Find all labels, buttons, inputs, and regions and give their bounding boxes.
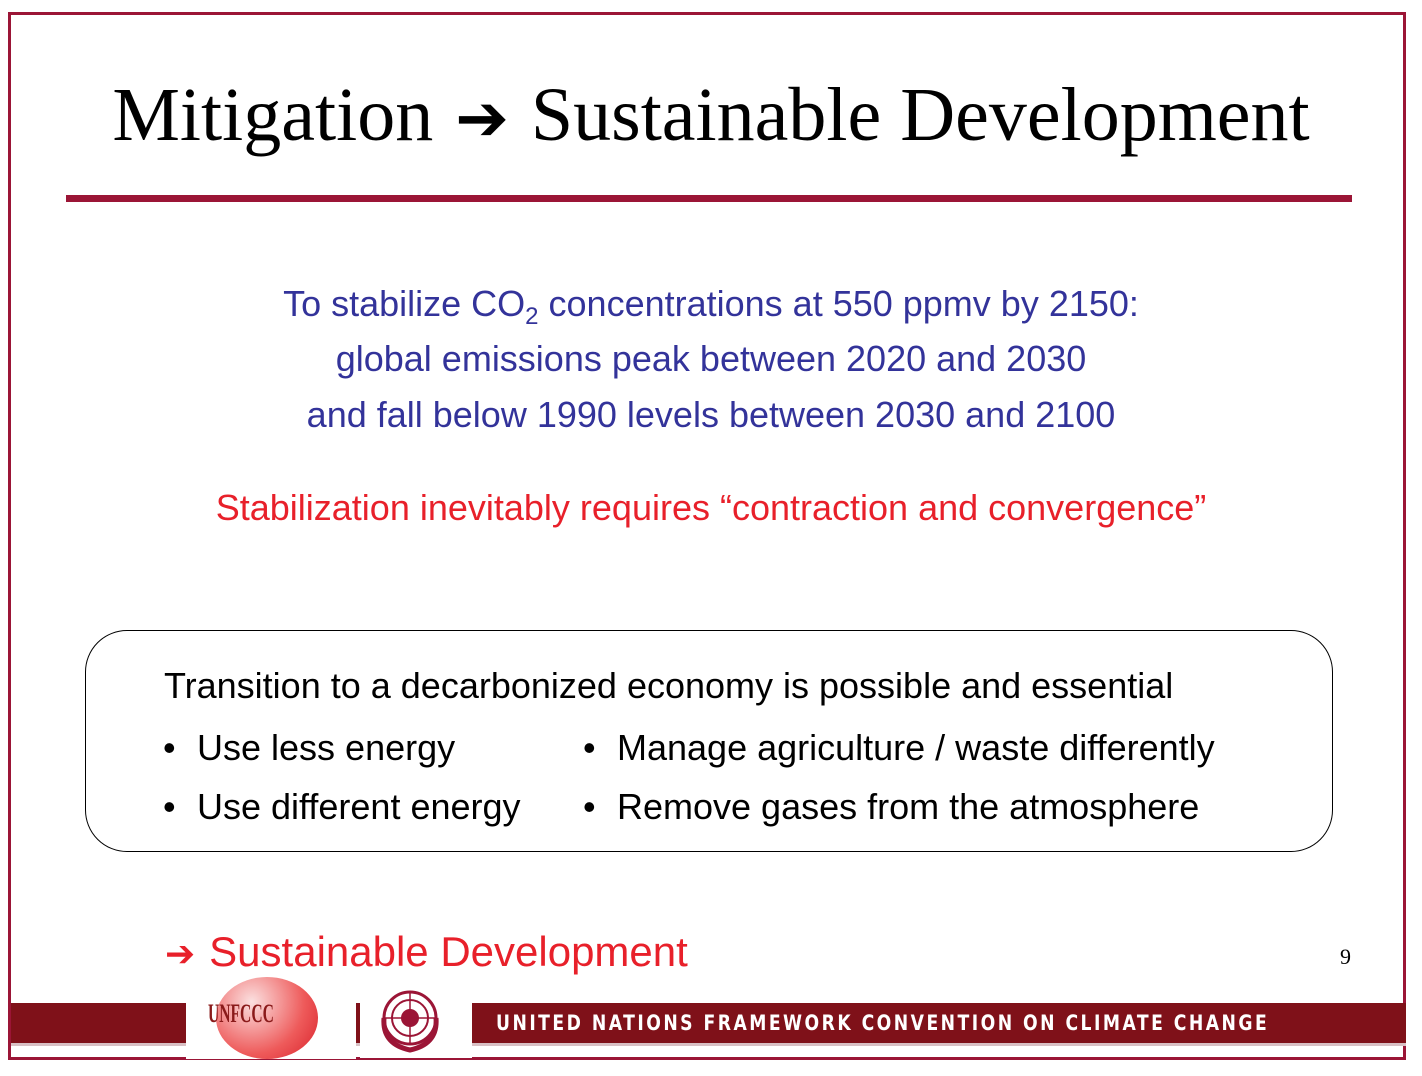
intro-text: concentrations at 550 ppmv by 2150: <box>538 283 1139 324</box>
bullet-text: Use less energy <box>197 727 456 768</box>
logo-text: UNFCCC <box>208 999 274 1028</box>
slide-title: Mitigation ➔ Sustainable Development <box>0 72 1422 159</box>
logo-globe <box>216 977 318 1059</box>
conclusion-text: Sustainable Development <box>209 928 688 975</box>
bullet-text: Manage agriculture / waste differently <box>617 727 1215 768</box>
title-left: Mitigation <box>112 73 434 157</box>
bullet-item: • Remove gases from the atmosphere <box>583 786 1200 827</box>
right-arrow-icon: ➔ <box>165 934 196 975</box>
bullet-item: • Use different energy <box>163 786 521 827</box>
title-divider <box>66 195 1352 202</box>
bullet-text: Remove gases from the atmosphere <box>617 786 1200 827</box>
title-right: Sustainable Development <box>530 73 1310 157</box>
bullet-item: • Use less energy <box>163 727 456 768</box>
right-arrow-icon: ➔ <box>455 82 509 156</box>
unfccc-logo: UNFCCC <box>186 975 356 1059</box>
bullet-text: Use different energy <box>197 786 521 827</box>
intro-line-2: global emissions peak between 2020 and 2… <box>335 338 1087 379</box>
bullet-item: • Manage agriculture / waste differently <box>583 727 1215 768</box>
intro-text: To stabilize CO <box>283 283 526 324</box>
slide-frame <box>8 12 1406 1060</box>
subscript: 2 <box>525 303 539 331</box>
box-heading: Transition to a decarbonized economy is … <box>164 665 1174 706</box>
conclusion: ➔ Sustainable Development <box>165 928 688 976</box>
transition-box: Transition to a decarbonized economy is … <box>85 630 1333 852</box>
highlight-text: Stabilization inevitably requires “contr… <box>215 487 1207 528</box>
un-emblem-icon <box>360 978 472 1058</box>
intro-line-1: To stabilize CO2 concentrations at 550 p… <box>0 283 1422 331</box>
intro-line-3: and fall below 1990 levels between 2030 … <box>306 394 1116 435</box>
footer-line <box>11 1043 1406 1046</box>
page-number: 9 <box>1340 944 1351 969</box>
footer-banner-text: UNITED NATIONS FRAMEWORK CONVENTION ON C… <box>496 1011 1270 1035</box>
